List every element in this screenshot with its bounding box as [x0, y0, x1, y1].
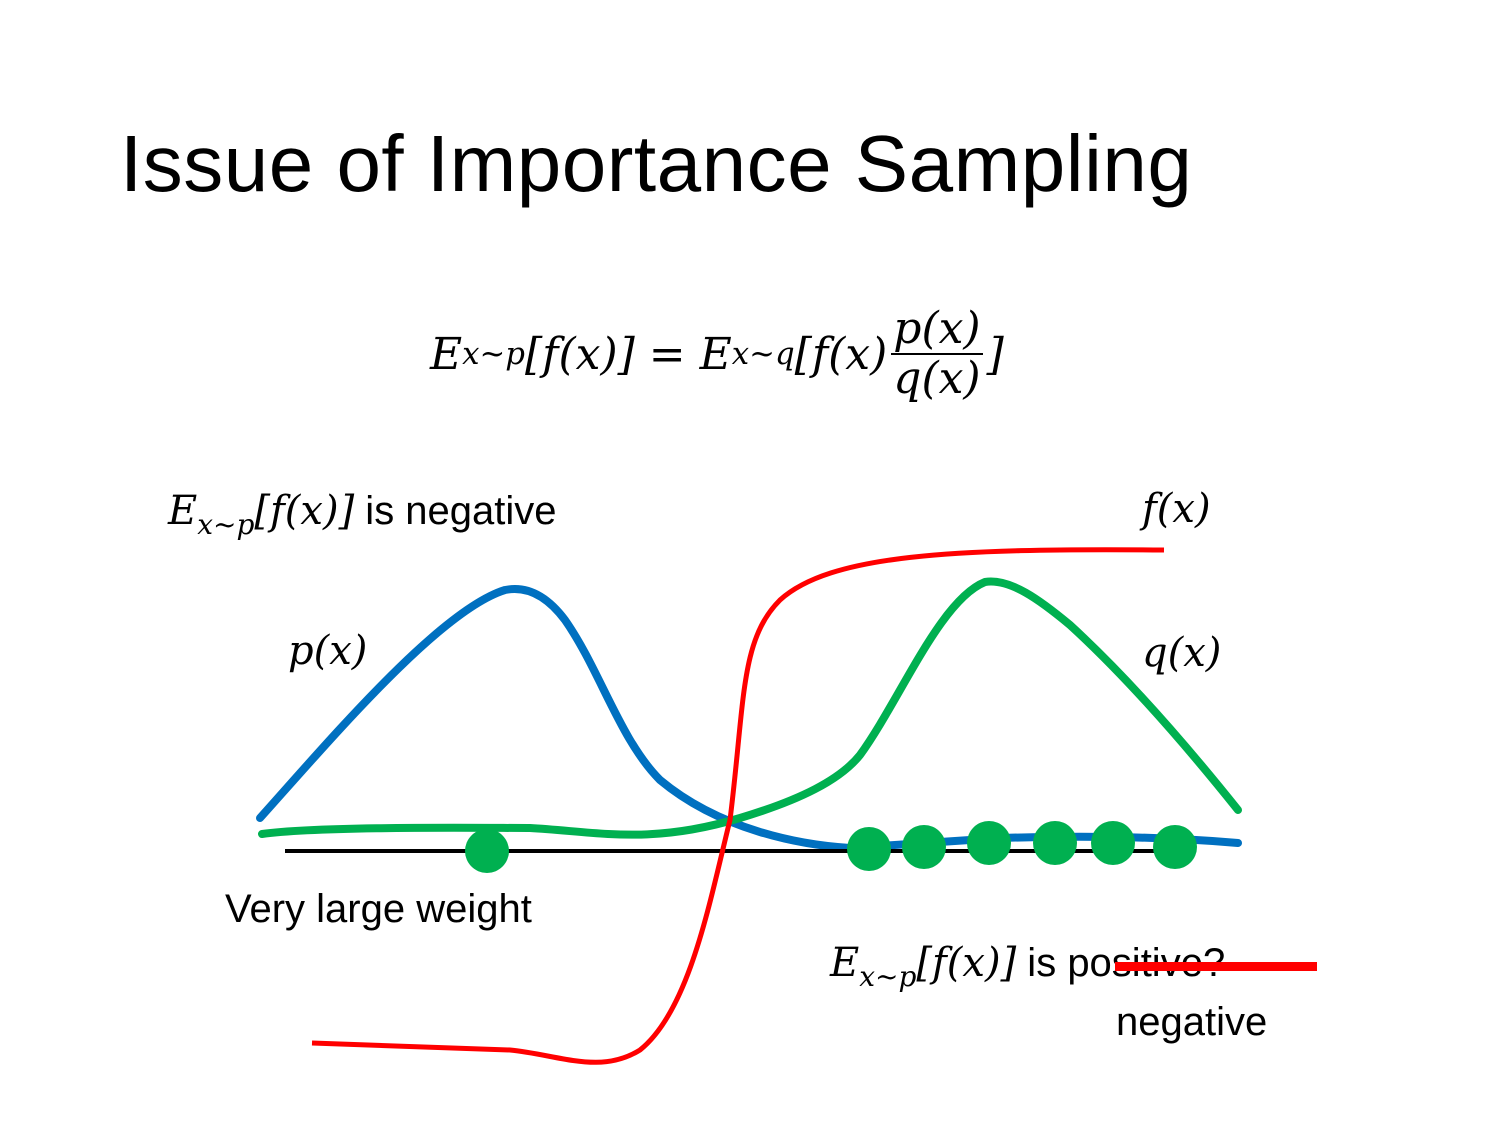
f-curve [311, 547, 1165, 1065]
slide-title: Issue of Importance Sampling [120, 119, 1193, 208]
label-correction-negative: negative [1116, 1000, 1268, 1044]
label-is: is [1016, 941, 1068, 985]
label-fx: f(x) [1142, 486, 1211, 532]
fraction-denominator: q(x) [893, 353, 981, 405]
sample-point [1091, 821, 1135, 865]
strikethrough-line [1115, 962, 1317, 971]
label-text: is negative [354, 489, 557, 533]
label-qx: q(x) [1142, 630, 1222, 676]
formula-lhs-sub: x~p [462, 336, 526, 373]
sample-point [902, 825, 946, 869]
formula-lhs-body: [f(x)] [525, 328, 635, 380]
label-very-large-weight: Very large weight [225, 887, 532, 931]
sample-point [1153, 825, 1197, 869]
label-top-left: Ex~p[f(x)] is negative [168, 488, 557, 541]
label-body: [f(x)] [254, 488, 355, 534]
sample-point [847, 827, 891, 871]
sample-points [465, 821, 1197, 873]
label-sub: x~p [197, 507, 255, 541]
sample-point [465, 829, 509, 873]
label-sub: x~p [859, 959, 917, 993]
sample-point [967, 821, 1011, 865]
formula-rhs-sub: x~q [731, 336, 795, 373]
formula-fraction: p(x) q(x) [891, 303, 983, 405]
label-px: p(x) [288, 628, 368, 674]
formula-rhs-E: E [699, 328, 732, 380]
label-body: [f(x)] [916, 940, 1017, 986]
label-E: E [168, 488, 198, 534]
p-curve [256, 585, 1242, 853]
formula-lhs-E: E [430, 328, 463, 380]
label-E: E [830, 940, 860, 986]
formula-close: ] [986, 328, 1004, 380]
fraction-numerator: p(x) [891, 303, 983, 356]
sample-point [1033, 821, 1077, 865]
formula-equals: = [648, 328, 686, 380]
q-curve [258, 577, 1242, 839]
formula-rhs-body: [f(x) [794, 328, 888, 380]
